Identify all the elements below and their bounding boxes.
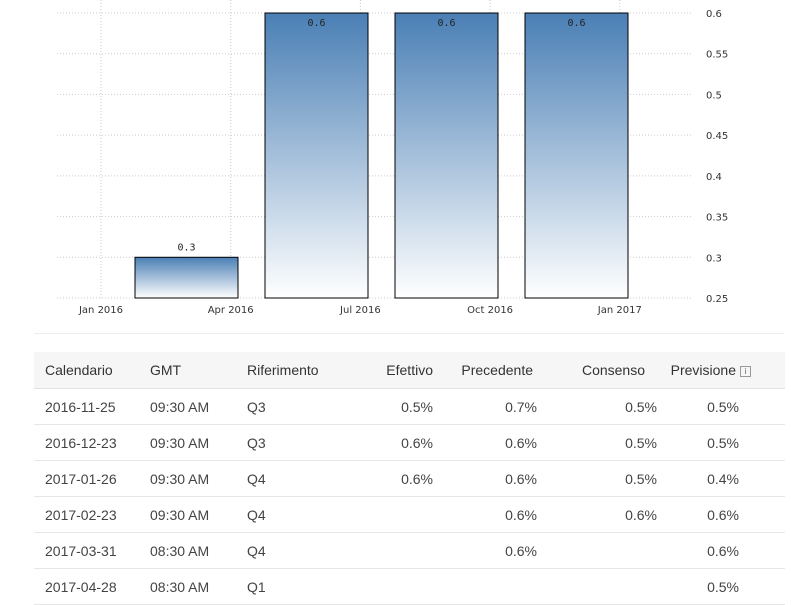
cell-actual: 0.5% [347,388,433,425]
cell-actual: 0.6% [347,460,433,497]
cell-time: 09:30 AM [150,388,247,425]
table-row: 2017-03-31 08:30 AM Q4 0.6% 0.6% [34,532,785,569]
cell-consensus [537,568,657,605]
table-row: 2017-01-26 09:30 AM Q4 0.6% 0.6% 0.5% 0.4% [34,460,785,497]
y-tick-label: 0.25 [706,294,728,305]
bar-chart: 0.30.6 0.6 0.6 0.250.30.350.40.450.50.550.… [57,0,728,316]
table-body: 2016-11-25 09:30 AM Q3 0.5% 0.7% 0.5% 0.5% 2016… [34,388,785,605]
cell-consensus: 0.5% [537,460,657,497]
cell-ref: Q4 [247,532,347,569]
cell-forecast: 0.6% [657,532,785,569]
cell-time: 08:30 AM [150,532,247,569]
cell-time: 09:30 AM [150,496,247,533]
table-row: 2016-11-25 09:30 AM Q3 0.5% 0.7% 0.5% 0.5% [34,388,785,425]
cell-date: 2017-02-23 [34,496,150,533]
header-forecast[interactable]: Previsione i [657,352,785,389]
cell-ref: Q3 [247,388,347,425]
y-tick-label: 0.55 [706,50,728,61]
y-tick-label: 0.6 [706,9,722,20]
cell-previous: 0.6% [433,424,537,461]
table-row: 2016-12-23 09:30 AM Q3 0.6% 0.6% 0.5% 0.5% [34,424,785,461]
calendar-table: Calendario GMT Riferimento Efettivo Prec… [34,352,785,605]
cell-ref: Q1 [247,568,347,605]
y-tick-label: 0.35 [706,213,728,224]
cell-forecast: 0.5% [657,388,785,425]
y-tick-label: 0.45 [706,131,728,142]
cell-forecast: 0.5% [657,424,785,461]
cell-time: 08:30 AM [150,568,247,605]
header-gmt[interactable]: GMT [150,352,247,389]
y-axis-ticks: 0.25 0.3 0.35 0.4 0.45 0.5 0.55 0.6 [706,9,728,305]
cell-consensus: 0.5% [537,388,657,425]
table-row: 2017-04-28 08:30 AM Q1 0.5% [34,568,785,605]
cell-date: 2017-04-28 [34,568,150,605]
bar [264,12,369,299]
bar-value-label: 0.3 [177,242,195,253]
cell-time: 09:30 AM [150,460,247,497]
bar-value-label: 0.6 [567,18,585,29]
x-tick-label: Jan 2016 [78,305,123,316]
cell-actual [347,496,433,533]
chart-panel: 0.3 0.6 0.6 0.6 0.25 0.3 0.35 0.4 0.45 0.5 0.55 0.… [34,0,784,334]
cell-actual [347,568,433,605]
table-row: 2017-02-23 09:30 AM Q4 0.6% 0.6% 0.6% [34,496,785,533]
bars: 0.3 0.6 0.6 0.6 [134,12,629,299]
cell-ref: Q4 [247,496,347,533]
cell-forecast: 0.5% [657,568,785,605]
cell-consensus: 0.6% [537,496,657,533]
cell-forecast: 0.6% [657,496,785,533]
x-axis-ticks: Jan 2016 Apr 2016 Jul 2016 Oct 2016 Jan 2017 [78,305,642,316]
cell-previous: 0.6% [433,532,537,569]
bar [394,12,499,299]
x-tick-label: Oct 2016 [467,305,513,316]
cell-consensus [537,532,657,569]
cell-previous [433,568,537,605]
cell-date: 2017-03-31 [34,532,150,569]
cell-ref: Q3 [247,424,347,461]
header-previous[interactable]: Precedente [433,352,537,389]
cell-actual: 0.6% [347,424,433,461]
header-calendar[interactable]: Calendario [34,352,150,389]
bar [524,12,629,299]
cell-previous: 0.6% [433,460,537,497]
cell-previous: 0.7% [433,388,537,425]
x-tick-label: Jul 2016 [339,305,381,316]
bar-value-label: 0.6 [437,18,455,29]
bar [134,256,239,299]
header-consensus[interactable]: Consenso [537,352,657,389]
bar-value-label: 0.6 [307,18,325,29]
y-tick-label: 0.5 [706,90,722,101]
cell-actual [347,532,433,569]
cell-time: 09:30 AM [150,424,247,461]
cell-date: 2016-11-25 [34,388,150,425]
info-icon[interactable]: i [740,365,751,377]
cell-ref: Q4 [247,460,347,497]
cell-date: 2017-01-26 [34,460,150,497]
x-tick-label: Apr 2016 [208,305,254,316]
y-tick-label: 0.4 [706,172,722,183]
cell-previous: 0.6% [433,496,537,533]
cell-forecast: 0.4% [657,460,785,497]
header-forecast-label: Previsione [670,362,736,378]
table-header-row: Calendario GMT Riferimento Efettivo Prec… [34,352,785,389]
cell-date: 2016-12-23 [34,424,150,461]
header-reference[interactable]: Riferimento [247,352,347,389]
y-tick-label: 0.3 [706,253,722,264]
cell-consensus: 0.5% [537,424,657,461]
x-tick-label: Jan 2017 [597,305,642,316]
header-actual[interactable]: Efettivo [347,352,433,389]
